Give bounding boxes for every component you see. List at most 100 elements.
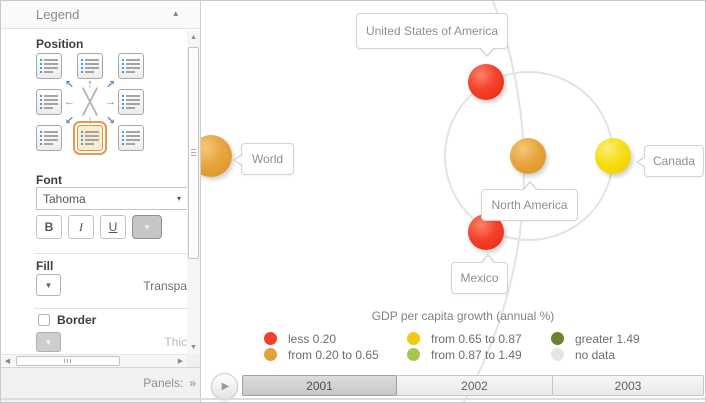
underline-button[interactable]: U [100,215,126,239]
border-checkbox[interactable] [38,314,50,326]
panel-title: Legend [36,7,80,22]
legend-position-bottom-center[interactable] [73,121,107,155]
legend-thumbnail-icon [118,125,144,151]
arrow-up-icon: ↑ [87,78,93,90]
bubble-united-states[interactable] [468,64,504,100]
fill-section-label: Fill [36,259,54,273]
play-icon: ▶ [221,381,230,392]
legend-item: from 0.20 to 0.65 [264,347,379,362]
border-color-dropdown-button[interactable]: ▼ [36,332,61,352]
legend-item-label: greater 1.49 [575,331,640,346]
vertical-scrollbar[interactable]: ▲ ▼ [187,31,200,354]
arrow-down-left-icon: ↙ [64,114,75,127]
callout-mexico: Mexico [451,254,508,294]
callout-north-america: North America [481,181,578,221]
callout-world: World [233,143,294,175]
bottom-divider [1,398,705,400]
legend-thumbnail-icon [36,125,62,151]
border-thickness-value: Thic [164,335,187,349]
legend-title: GDP per capita growth (annual %) [371,309,555,323]
legend-options-panel: Legend ▴ Position ↖ ↑ ↗ ← ╳ → ↙ ↓ ↘ [1,1,201,402]
callout-label: World [251,152,284,166]
legend-position-bottom-left[interactable] [36,125,62,151]
scroll-down-icon[interactable]: ▼ [187,341,200,354]
legend-thumbnail-icon [118,89,144,115]
font-family-select[interactable]: Tahoma ▾ [36,187,188,210]
horizontal-scrollbar[interactable]: ◀ ▶ [1,354,187,367]
legend-marker [551,332,564,345]
chevron-down-icon: ▼ [143,222,151,232]
arrow-up-left-icon: ↖ [64,78,75,91]
timeline-year-2003[interactable]: 2003 [552,375,704,396]
arrow-down-right-icon: ↘ [105,114,116,127]
legend-position-middle-right[interactable] [118,89,144,115]
arrow-left-icon: ← [64,96,75,108]
chevron-down-icon: ▼ [44,280,53,290]
scroll-left-icon[interactable]: ◀ [4,358,11,365]
legend-position-top-left[interactable] [36,53,62,79]
legend-marker [264,332,277,345]
legend-thumbnail-icon [73,121,107,155]
horizontal-scrollbar-thumb[interactable] [16,356,120,366]
scrollbar-corner [187,354,200,367]
center-cross-icon: ╳ [82,88,98,116]
callout-label: Mexico [460,271,499,285]
year-timeline: 2001 2002 2003 [242,375,704,396]
legend-item: no data [551,347,615,362]
legend-thumbnail-icon [77,53,103,79]
font-color-dropdown-button[interactable]: ▼ [132,215,162,239]
legend-marker [264,348,277,361]
border-section-label: Border [57,313,97,327]
legend-position-top-right[interactable] [118,53,144,79]
arrow-right-icon: → [105,96,116,108]
panels-expand-icon[interactable]: » [189,376,196,390]
panel-footer: Panels: » [1,367,200,402]
bubble-canada[interactable] [595,138,631,174]
arrow-down-icon: ↓ [87,114,93,126]
font-family-value: Tahoma [43,191,86,206]
callout-canada: Canada [636,145,704,177]
legend-item: from 0.87 to 1.49 [407,347,522,362]
panel-header: Legend ▴ [1,1,200,29]
legend-thumbnail-icon [118,53,144,79]
vertical-scrollbar-thumb[interactable] [188,47,199,259]
legend-item-label: less 0.20 [288,331,337,346]
bubble-north-america[interactable] [510,138,546,174]
italic-button[interactable]: I [68,215,94,239]
legend-item: less 0.20 [264,331,336,346]
bubble-chart-area: United States of America World Canada No… [201,1,705,402]
callout-label: United States of America [365,24,499,38]
panels-label: Panels: [143,376,184,390]
legend-position-top-center[interactable] [77,53,103,79]
legend-position-bottom-right[interactable] [118,125,144,151]
legend-marker [407,348,420,361]
section-divider [34,253,187,254]
collapse-panel-icon[interactable]: ▴ [173,8,178,18]
panel-scroll-area: Position ↖ ↑ ↗ ← ╳ → ↙ ↓ ↘ Font [1,29,200,354]
legend-thumbnail-icon [36,89,62,115]
fill-color-dropdown-button[interactable]: ▼ [36,274,61,296]
chevron-down-icon: ▼ [44,337,53,347]
legend-item: greater 1.49 [551,331,640,346]
arrow-up-right-icon: ↗ [105,78,116,91]
callout-label: North America [491,198,568,212]
legend-item-label: no data [575,347,616,362]
legend-item: from 0.65 to 0.87 [407,331,522,346]
legend-marker [551,348,564,361]
scroll-right-icon[interactable]: ▶ [177,358,184,365]
legend-item-label: from 0.65 to 0.87 [431,331,522,346]
bold-button[interactable]: B [36,215,62,239]
legend-marker [407,332,420,345]
legend-position-grid: ↖ ↑ ↗ ← ╳ → ↙ ↓ ↘ [36,53,144,155]
scroll-up-icon[interactable]: ▲ [187,31,200,44]
timeline-year-2001[interactable]: 2001 [242,375,397,396]
legend-thumbnail-icon [36,53,62,79]
legend-position-middle-left[interactable] [36,89,62,115]
section-divider [34,308,187,309]
play-button[interactable]: ▶ [211,373,238,400]
timeline-year-2002[interactable]: 2002 [396,375,553,396]
callout-united-states: United States of America [356,13,508,57]
legend-item-label: from 0.20 to 0.65 [288,347,379,362]
callout-label: Canada [652,154,696,168]
